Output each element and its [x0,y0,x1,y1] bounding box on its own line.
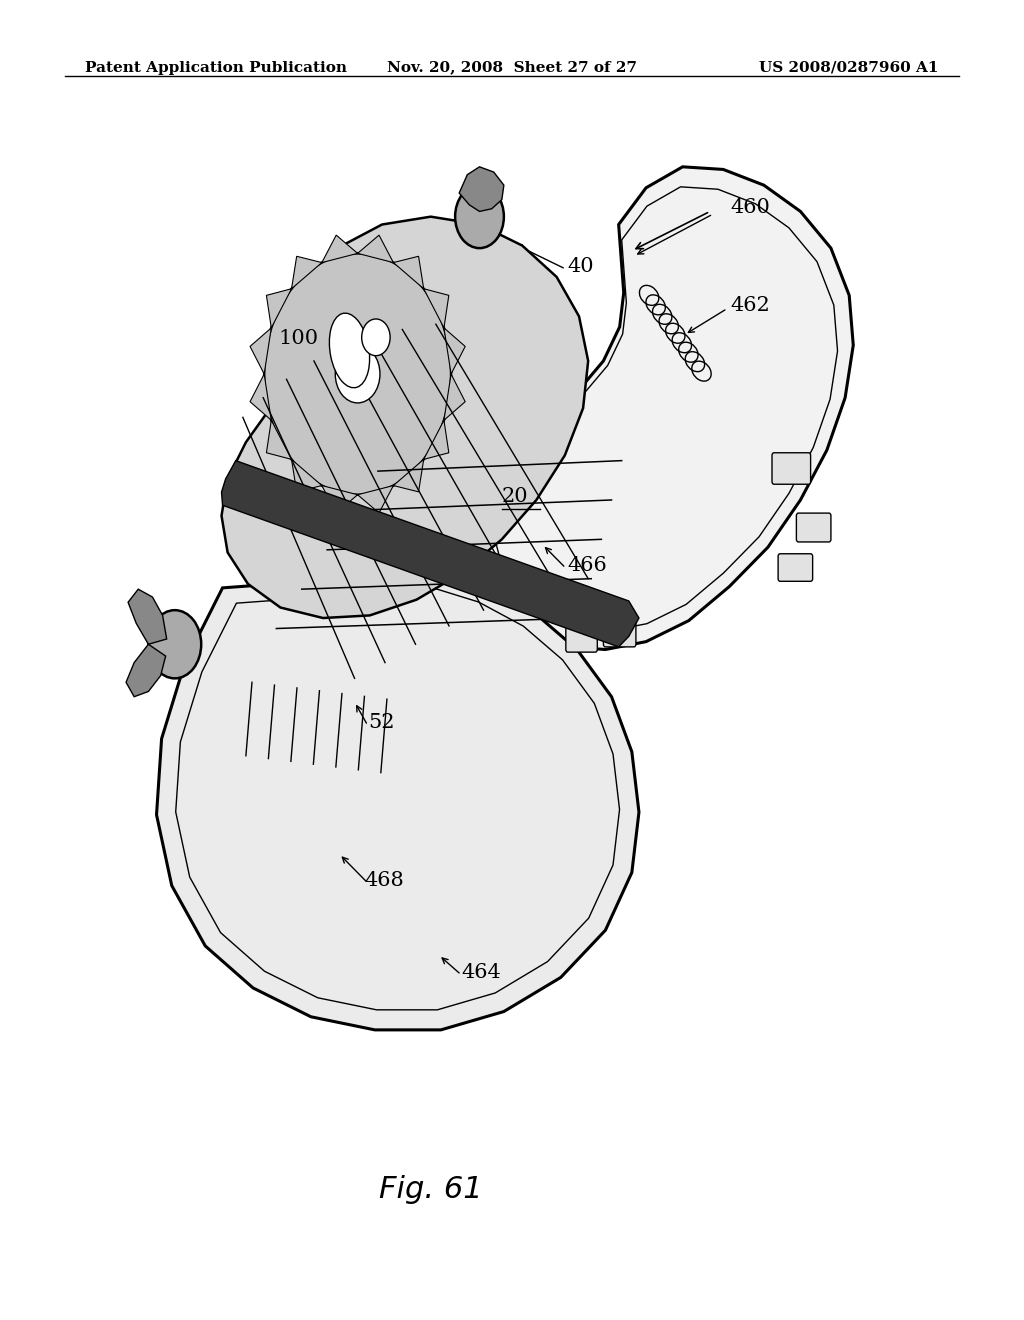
Polygon shape [444,327,465,374]
Polygon shape [221,216,588,618]
Text: 462: 462 [730,297,770,315]
Circle shape [335,346,380,403]
Text: 460: 460 [730,198,770,216]
Circle shape [148,610,201,678]
Text: 40: 40 [568,257,595,276]
FancyBboxPatch shape [797,513,830,543]
Text: 20: 20 [502,487,528,506]
Polygon shape [126,644,166,697]
Circle shape [361,319,390,355]
FancyBboxPatch shape [778,554,813,581]
Circle shape [455,185,504,248]
Text: Patent Application Publication: Patent Application Publication [85,61,347,74]
Polygon shape [266,289,292,327]
Polygon shape [266,420,292,459]
Text: 100: 100 [279,329,318,348]
Ellipse shape [330,313,370,388]
Polygon shape [250,327,271,374]
Polygon shape [357,235,393,263]
FancyBboxPatch shape [566,627,597,652]
Polygon shape [264,253,451,495]
Polygon shape [292,256,322,289]
Polygon shape [459,166,504,211]
Text: 464: 464 [461,962,501,982]
Polygon shape [444,374,465,420]
Polygon shape [221,461,639,647]
Polygon shape [157,565,639,1030]
Text: 468: 468 [365,871,404,890]
FancyBboxPatch shape [772,453,811,484]
Polygon shape [424,420,449,459]
Text: Fig. 61: Fig. 61 [379,1175,482,1204]
Polygon shape [393,256,424,289]
Polygon shape [322,486,357,513]
Polygon shape [357,486,393,513]
Polygon shape [292,459,322,492]
Polygon shape [250,374,271,420]
FancyBboxPatch shape [603,620,636,647]
Text: Nov. 20, 2008  Sheet 27 of 27: Nov. 20, 2008 Sheet 27 of 27 [387,61,637,74]
Text: 52: 52 [368,713,394,733]
Text: US 2008/0287960 A1: US 2008/0287960 A1 [759,61,939,74]
Polygon shape [128,589,167,644]
Polygon shape [322,235,357,263]
Text: 466: 466 [568,556,607,576]
Polygon shape [393,459,424,492]
Polygon shape [481,166,853,649]
Polygon shape [424,289,449,327]
